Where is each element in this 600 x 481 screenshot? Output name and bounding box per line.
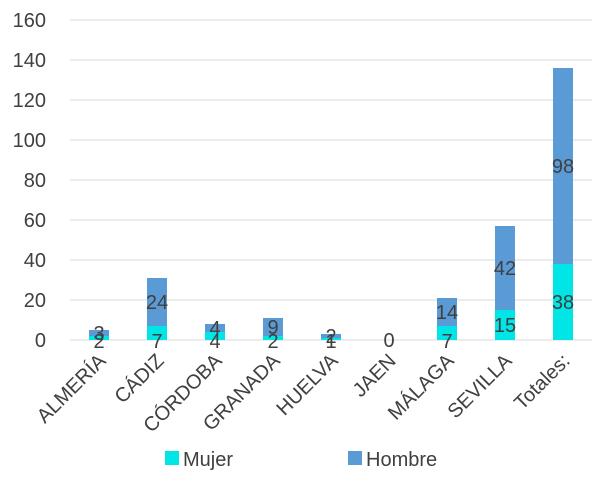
data-label: 2	[267, 331, 278, 353]
bar-mujer	[495, 310, 515, 340]
data-label: 4	[209, 318, 220, 340]
y-axis: 0 20 40 60 80 100 120 140 160	[13, 10, 46, 352]
bars	[89, 68, 573, 340]
y-tick-label: 40	[24, 250, 46, 272]
data-label: 38	[552, 292, 574, 314]
data-label: 7	[441, 331, 452, 353]
x-tick-label: HUELVA	[272, 350, 343, 421]
bar-mujer	[437, 326, 457, 340]
data-label: 1	[325, 331, 336, 353]
bar-hombre	[553, 68, 573, 264]
data-label: 14	[436, 302, 458, 324]
y-tick-label: 60	[24, 210, 46, 232]
data-label: 42	[494, 258, 516, 280]
y-tick-label: 80	[24, 170, 46, 192]
bar-mujer	[263, 336, 283, 340]
y-tick-label: 120	[13, 90, 46, 112]
x-tick-label: SEVILLA	[444, 350, 517, 423]
bar-hombre	[321, 334, 341, 338]
legend-swatch-hombre	[348, 451, 362, 465]
legend-label-hombre: Hombre	[366, 449, 437, 471]
legend: Mujer Hombre	[165, 449, 437, 471]
data-label: 4	[209, 331, 220, 353]
x-tick-label: Totales:	[510, 350, 574, 414]
y-tick-label: 0	[35, 330, 46, 352]
legend-swatch-mujer	[165, 451, 179, 465]
x-tick-label: JAEN	[349, 350, 401, 402]
y-tick-label: 100	[13, 130, 46, 152]
bar-hombre	[437, 298, 457, 326]
y-tick-label: 160	[13, 10, 46, 32]
data-label: 7	[151, 331, 162, 353]
bar-mujer	[205, 332, 225, 340]
bar-hombre	[263, 318, 283, 336]
bar-mujer	[321, 338, 341, 340]
data-label: 2	[93, 331, 104, 353]
y-tick-label: 20	[24, 290, 46, 312]
bar-mujer	[147, 326, 167, 340]
data-label: 15	[494, 315, 516, 337]
data-label: 0	[383, 330, 394, 352]
bar-hombre	[147, 278, 167, 326]
y-tick-label: 140	[13, 50, 46, 72]
bar-hombre	[89, 330, 109, 336]
bar-mujer	[89, 336, 109, 340]
legend-label-mujer: Mujer	[183, 449, 233, 471]
bar-mujer	[553, 264, 573, 340]
data-label: 2	[325, 326, 336, 348]
data-label: 9	[267, 317, 278, 339]
x-tick-label: ALMERÍA	[32, 349, 111, 428]
data-label: 24	[146, 292, 168, 314]
bar-hombre	[205, 324, 225, 332]
data-label: 3	[93, 323, 104, 345]
x-tick-label: CÁDIZ	[110, 349, 169, 408]
data-label: 98	[552, 156, 574, 178]
bar-hombre	[495, 226, 515, 310]
